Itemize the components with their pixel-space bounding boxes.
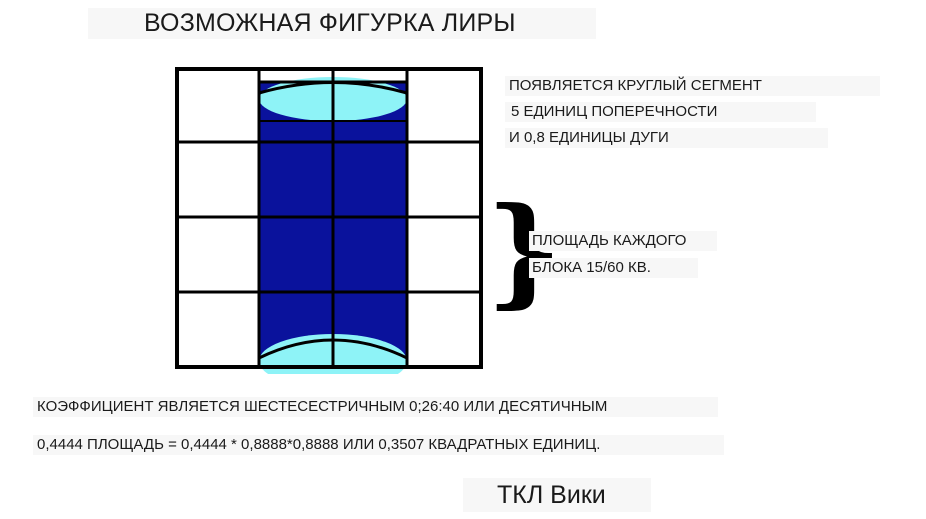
page-title: ВОЗМОЖНАЯ ФИГУРКА ЛИРЫ bbox=[88, 8, 596, 39]
note-area-line2: БЛОКА 15/60 КВ. bbox=[529, 258, 698, 278]
footer-credit: ТКЛ Вики bbox=[463, 478, 651, 512]
note-segment-line3: И 0,8 ЕДИНИЦЫ ДУГИ bbox=[505, 128, 828, 148]
grid-lines bbox=[175, 67, 483, 369]
note-area-line1: ПЛОЩАДЬ КАЖДОГО bbox=[529, 231, 717, 251]
note-segment-line1: ПОЯВЛЯЕТСЯ КРУГЛЫЙ СЕГМЕНТ bbox=[505, 76, 880, 96]
curly-brace-icon: } bbox=[486, 181, 562, 320]
note-segment-line2: 5 ЕДИНИЦ ПОПЕРЕЧНОСТИ bbox=[505, 102, 816, 122]
lyre-figure-diagram bbox=[175, 67, 483, 374]
coefficient-line1: КОЭФФИЦИЕНТ ЯВЛЯЕТСЯ ШЕСТЕСЕСТРИЧНЫМ 0;2… bbox=[33, 397, 718, 417]
coefficient-line2: 0,4444 ПЛОЩАДЬ = 0,4444 * 0,8888*0,8888 … bbox=[33, 435, 724, 455]
